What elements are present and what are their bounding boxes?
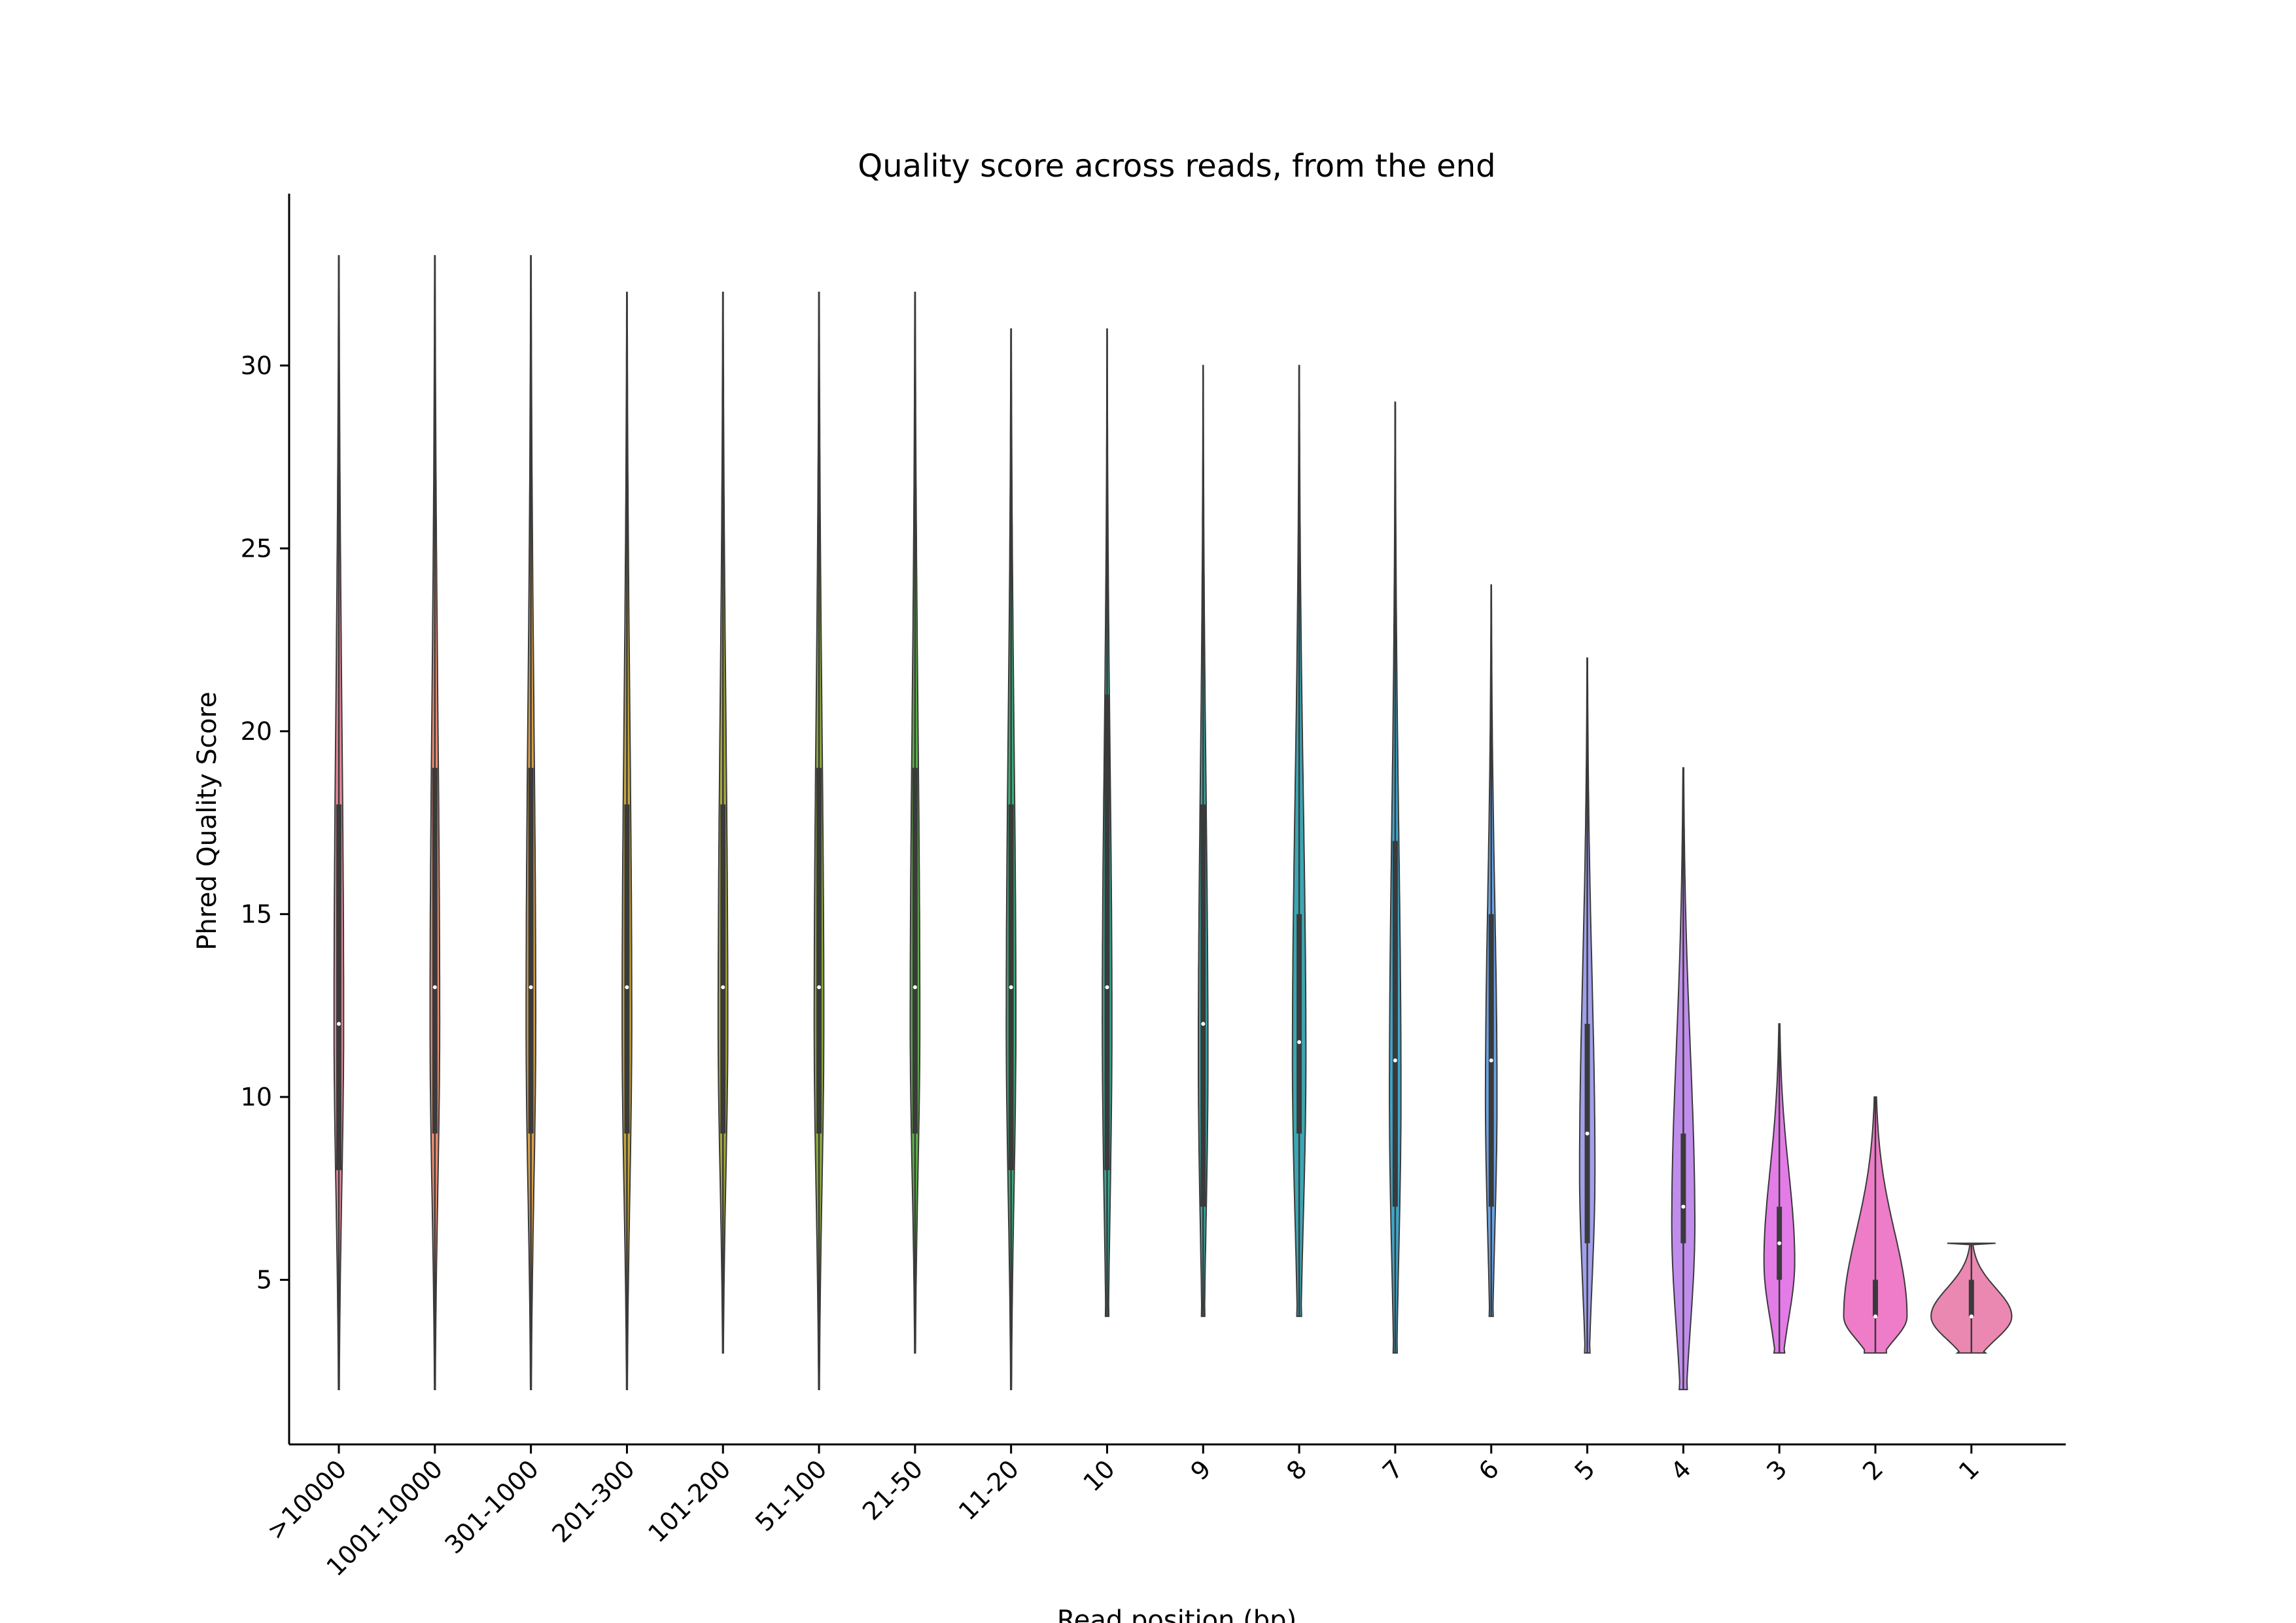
violin-median: [529, 985, 533, 990]
violin-median: [1009, 985, 1013, 990]
x-tick-label: >10000: [261, 1454, 352, 1545]
x-tick-label: 4: [1665, 1454, 1696, 1486]
x-tick-label: 201-300: [546, 1454, 640, 1548]
x-tick-label: 5: [1569, 1454, 1601, 1486]
violin-median: [913, 985, 917, 990]
y-tick-label: 15: [241, 899, 272, 928]
x-tick-label: 10: [1078, 1454, 1121, 1497]
violin-median: [1393, 1058, 1397, 1062]
violin-median: [625, 985, 629, 990]
x-tick-label: 8: [1281, 1454, 1312, 1486]
violin-median: [432, 985, 437, 990]
x-tick-label: 301-1000: [440, 1454, 544, 1559]
y-tick-label: 10: [241, 1083, 272, 1111]
x-tick-label: 1: [1953, 1454, 1985, 1486]
y-tick-label: 5: [256, 1265, 272, 1294]
violin-median: [337, 1022, 341, 1026]
violins-layer: [333, 255, 2013, 1391]
x-tick-label: 9: [1185, 1454, 1216, 1486]
y-tick-label: 30: [241, 351, 272, 380]
violin-median: [1201, 1022, 1206, 1026]
violin-median: [1585, 1131, 1590, 1136]
x-tick-label: 2: [1857, 1454, 1888, 1486]
violin-median: [1681, 1204, 1686, 1209]
y-axis-ticks: 5 10 15 20 25 30: [241, 351, 289, 1294]
violin-median: [1105, 985, 1109, 990]
x-tick-label: 3: [1761, 1454, 1792, 1486]
violin-median: [721, 985, 725, 990]
x-tick-label: 51-100: [750, 1454, 832, 1537]
x-axis-label: Read position (bp): [1057, 1605, 1296, 1623]
violin-median: [1489, 1058, 1493, 1062]
chart-title: Quality score across reads, from the end: [858, 148, 1495, 184]
x-tick-label: 11-20: [953, 1454, 1024, 1526]
violin-median: [817, 985, 822, 990]
violin-median: [1969, 1314, 1974, 1319]
y-tick-label: 20: [241, 717, 272, 746]
x-tick-label: 7: [1377, 1454, 1408, 1486]
violin-median: [1297, 1040, 1302, 1045]
y-axis-label: Phred Quality Score: [192, 691, 222, 950]
violin-median: [1873, 1314, 1877, 1319]
violin-median: [1777, 1241, 1782, 1246]
x-tick-label: 6: [1473, 1454, 1505, 1486]
y-tick-label: 25: [241, 534, 272, 563]
x-tick-label: 21-50: [857, 1454, 928, 1526]
x-tick-label: 101-200: [642, 1454, 736, 1548]
